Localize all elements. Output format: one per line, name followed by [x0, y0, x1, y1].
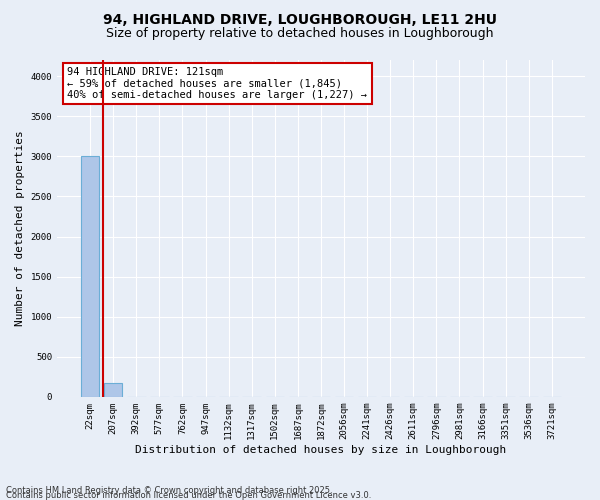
Text: Contains public sector information licensed under the Open Government Licence v3: Contains public sector information licen…	[6, 490, 371, 500]
Y-axis label: Number of detached properties: Number of detached properties	[15, 130, 25, 326]
Text: 94, HIGHLAND DRIVE, LOUGHBOROUGH, LE11 2HU: 94, HIGHLAND DRIVE, LOUGHBOROUGH, LE11 2…	[103, 12, 497, 26]
Text: Size of property relative to detached houses in Loughborough: Size of property relative to detached ho…	[106, 28, 494, 40]
Text: 94 HIGHLAND DRIVE: 121sqm
← 59% of detached houses are smaller (1,845)
40% of se: 94 HIGHLAND DRIVE: 121sqm ← 59% of detac…	[67, 66, 367, 100]
Bar	[104, 383, 122, 397]
Text: Contains HM Land Registry data © Crown copyright and database right 2025.: Contains HM Land Registry data © Crown c…	[6, 486, 332, 495]
Bar	[81, 156, 100, 397]
X-axis label: Distribution of detached houses by size in Loughborough: Distribution of detached houses by size …	[136, 445, 506, 455]
